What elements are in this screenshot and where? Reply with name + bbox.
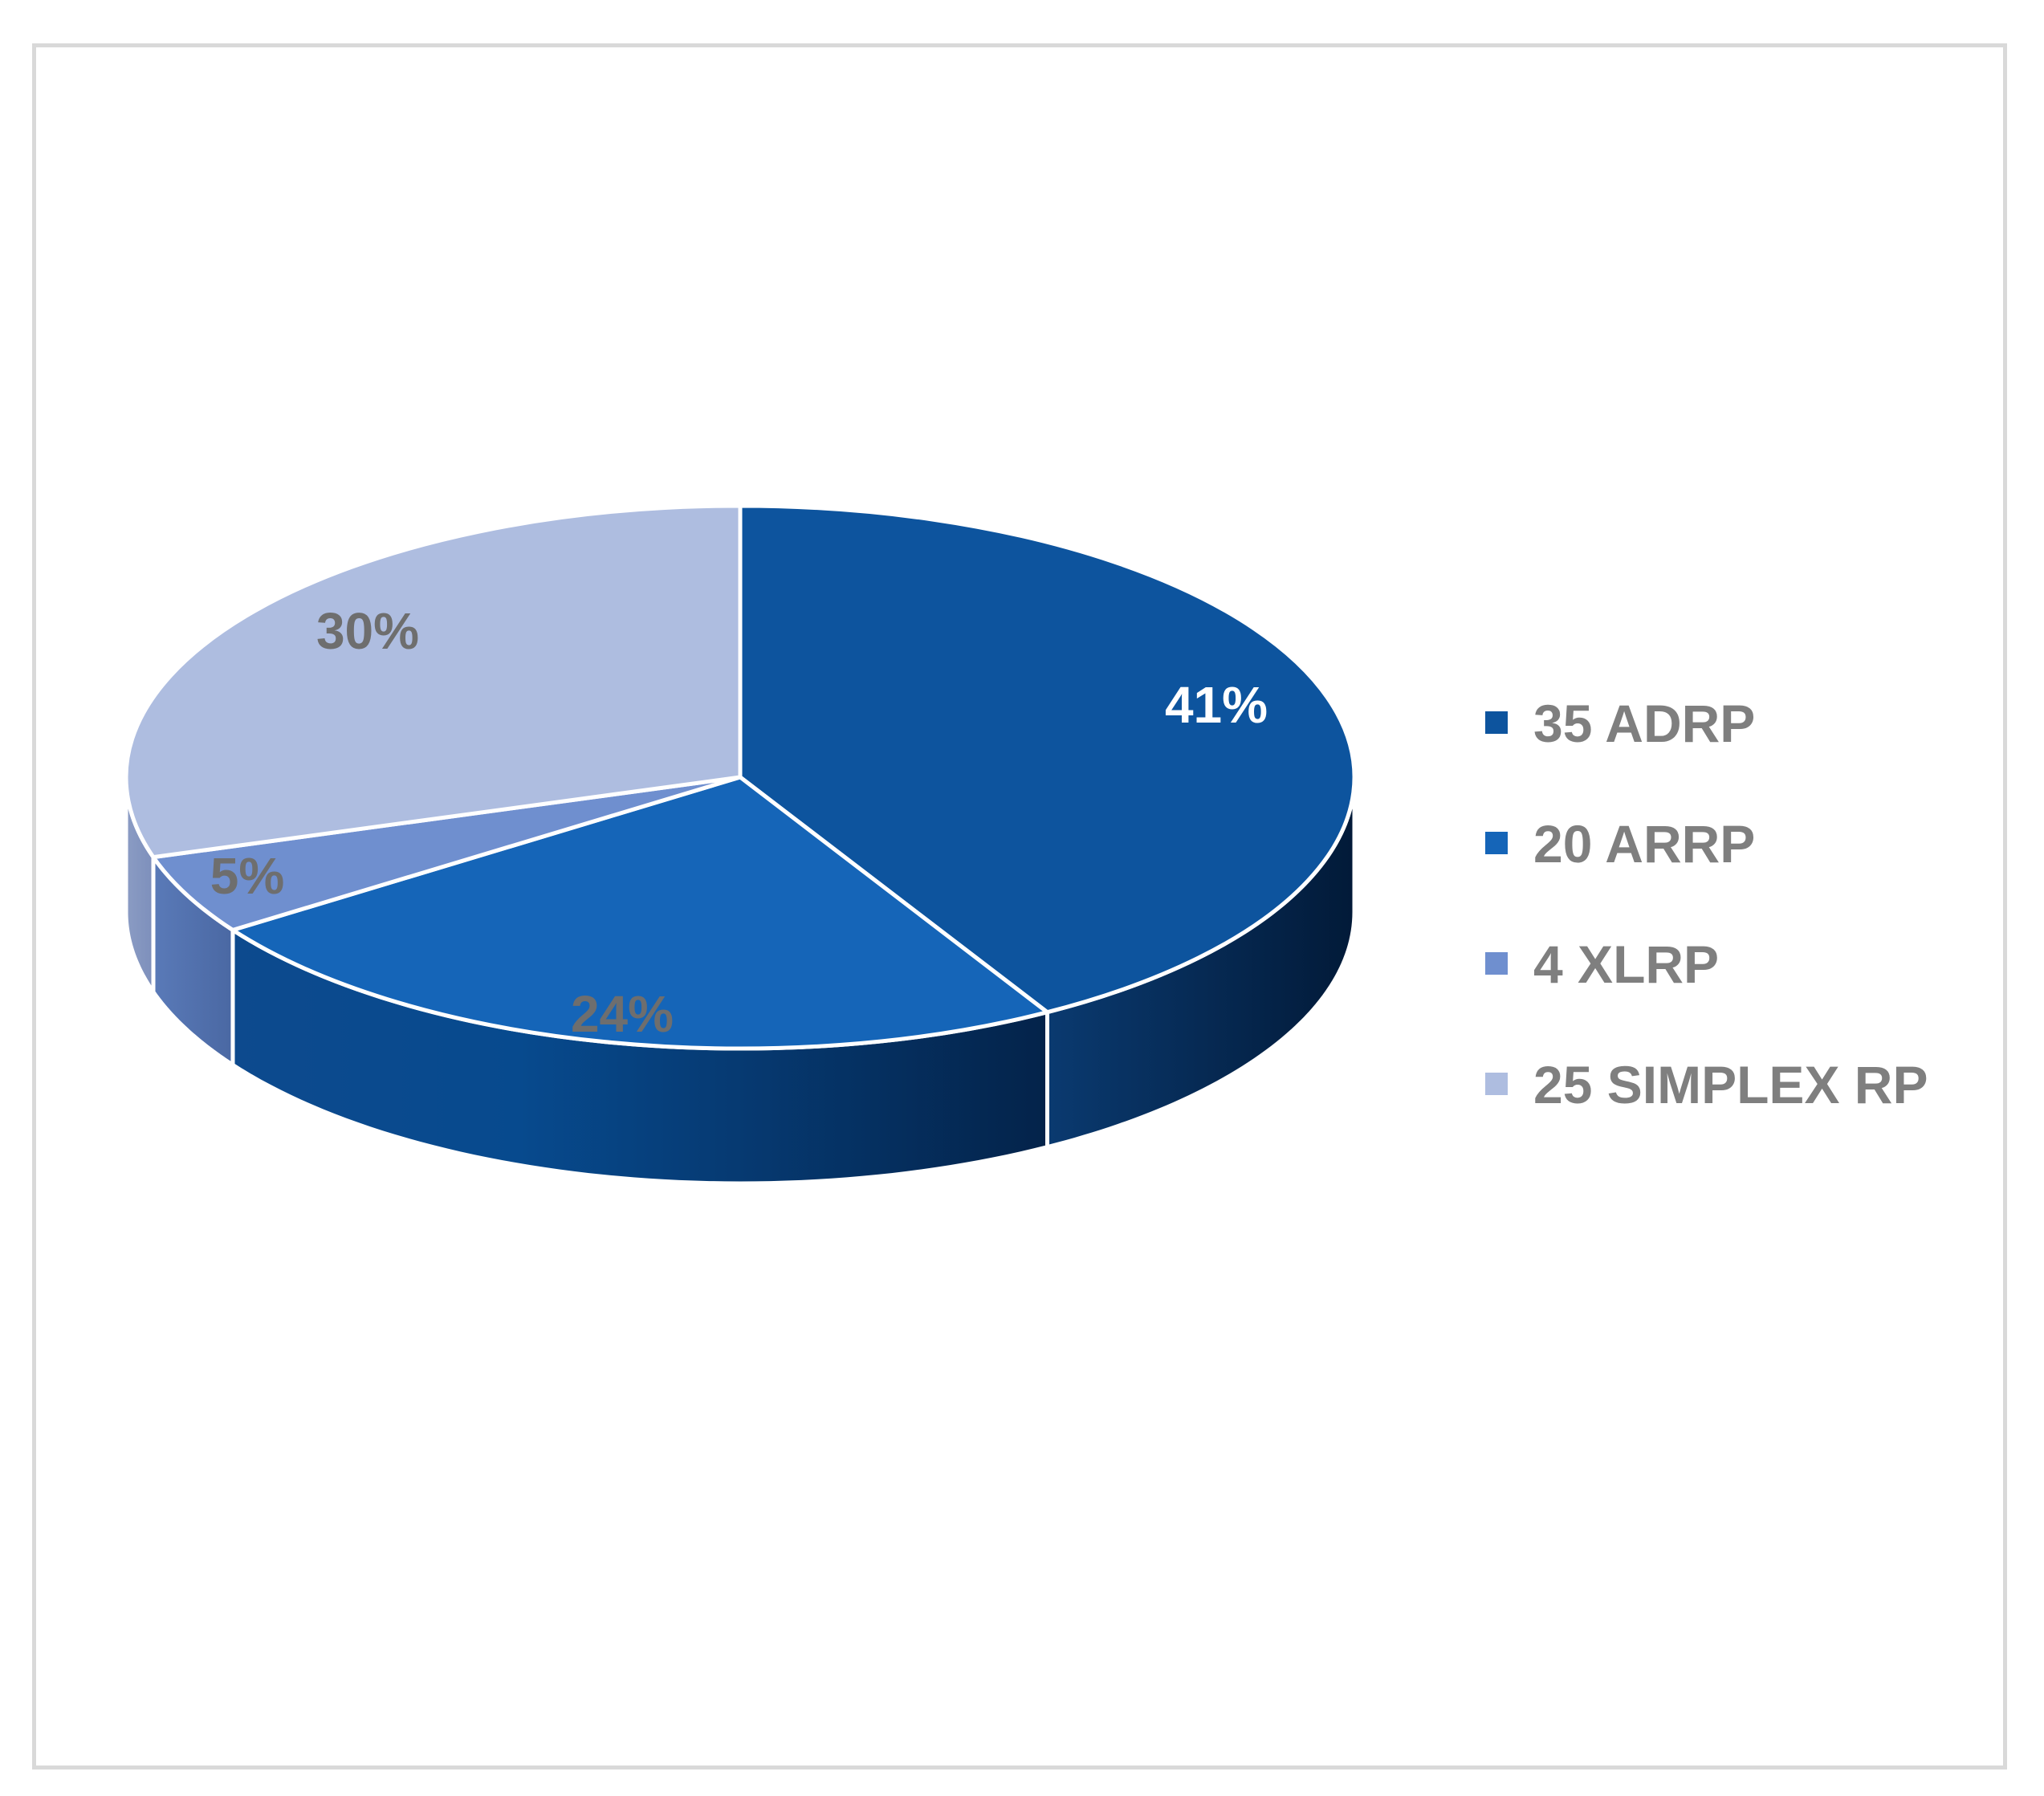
legend-swatch-35-adrp (1485, 711, 1508, 734)
legend-swatch-20-arrp (1485, 832, 1508, 854)
legend-swatch-4-xlrp (1485, 952, 1508, 975)
legend-label-25-simplex-rp: 25 SIMPLEX RP (1533, 1055, 1928, 1114)
pie-slice-25-simplex-rp (124, 503, 743, 860)
data-label-4-xlrp: 5% (210, 847, 285, 905)
legend-label-35-adrp: 35 ADRP (1533, 694, 1755, 753)
pie-top-layer (124, 503, 1357, 1051)
legend-swatch-25-simplex-rp (1485, 1073, 1508, 1095)
legend-label-4-xlrp: 4 XLRP (1533, 935, 1719, 994)
pie-slice-35-adrp (738, 503, 1357, 1015)
pie-slice-4-xlrp (151, 775, 743, 932)
data-label-20-arrp: 24% (571, 985, 674, 1043)
legend: 35 ADRP 20 ARRP 4 XLRP 25 SIMPLEX RP (1485, 694, 1928, 1114)
data-label-35-adrp: 41% (1165, 676, 1268, 734)
pie-slice-20-arrp (230, 775, 1049, 1051)
data-label-25-simplex-rp: 30% (316, 602, 419, 660)
legend-label-20-arrp: 20 ARRP (1533, 814, 1755, 874)
pie-label-layer: 41% 24% 5% 30% (210, 602, 1268, 1043)
